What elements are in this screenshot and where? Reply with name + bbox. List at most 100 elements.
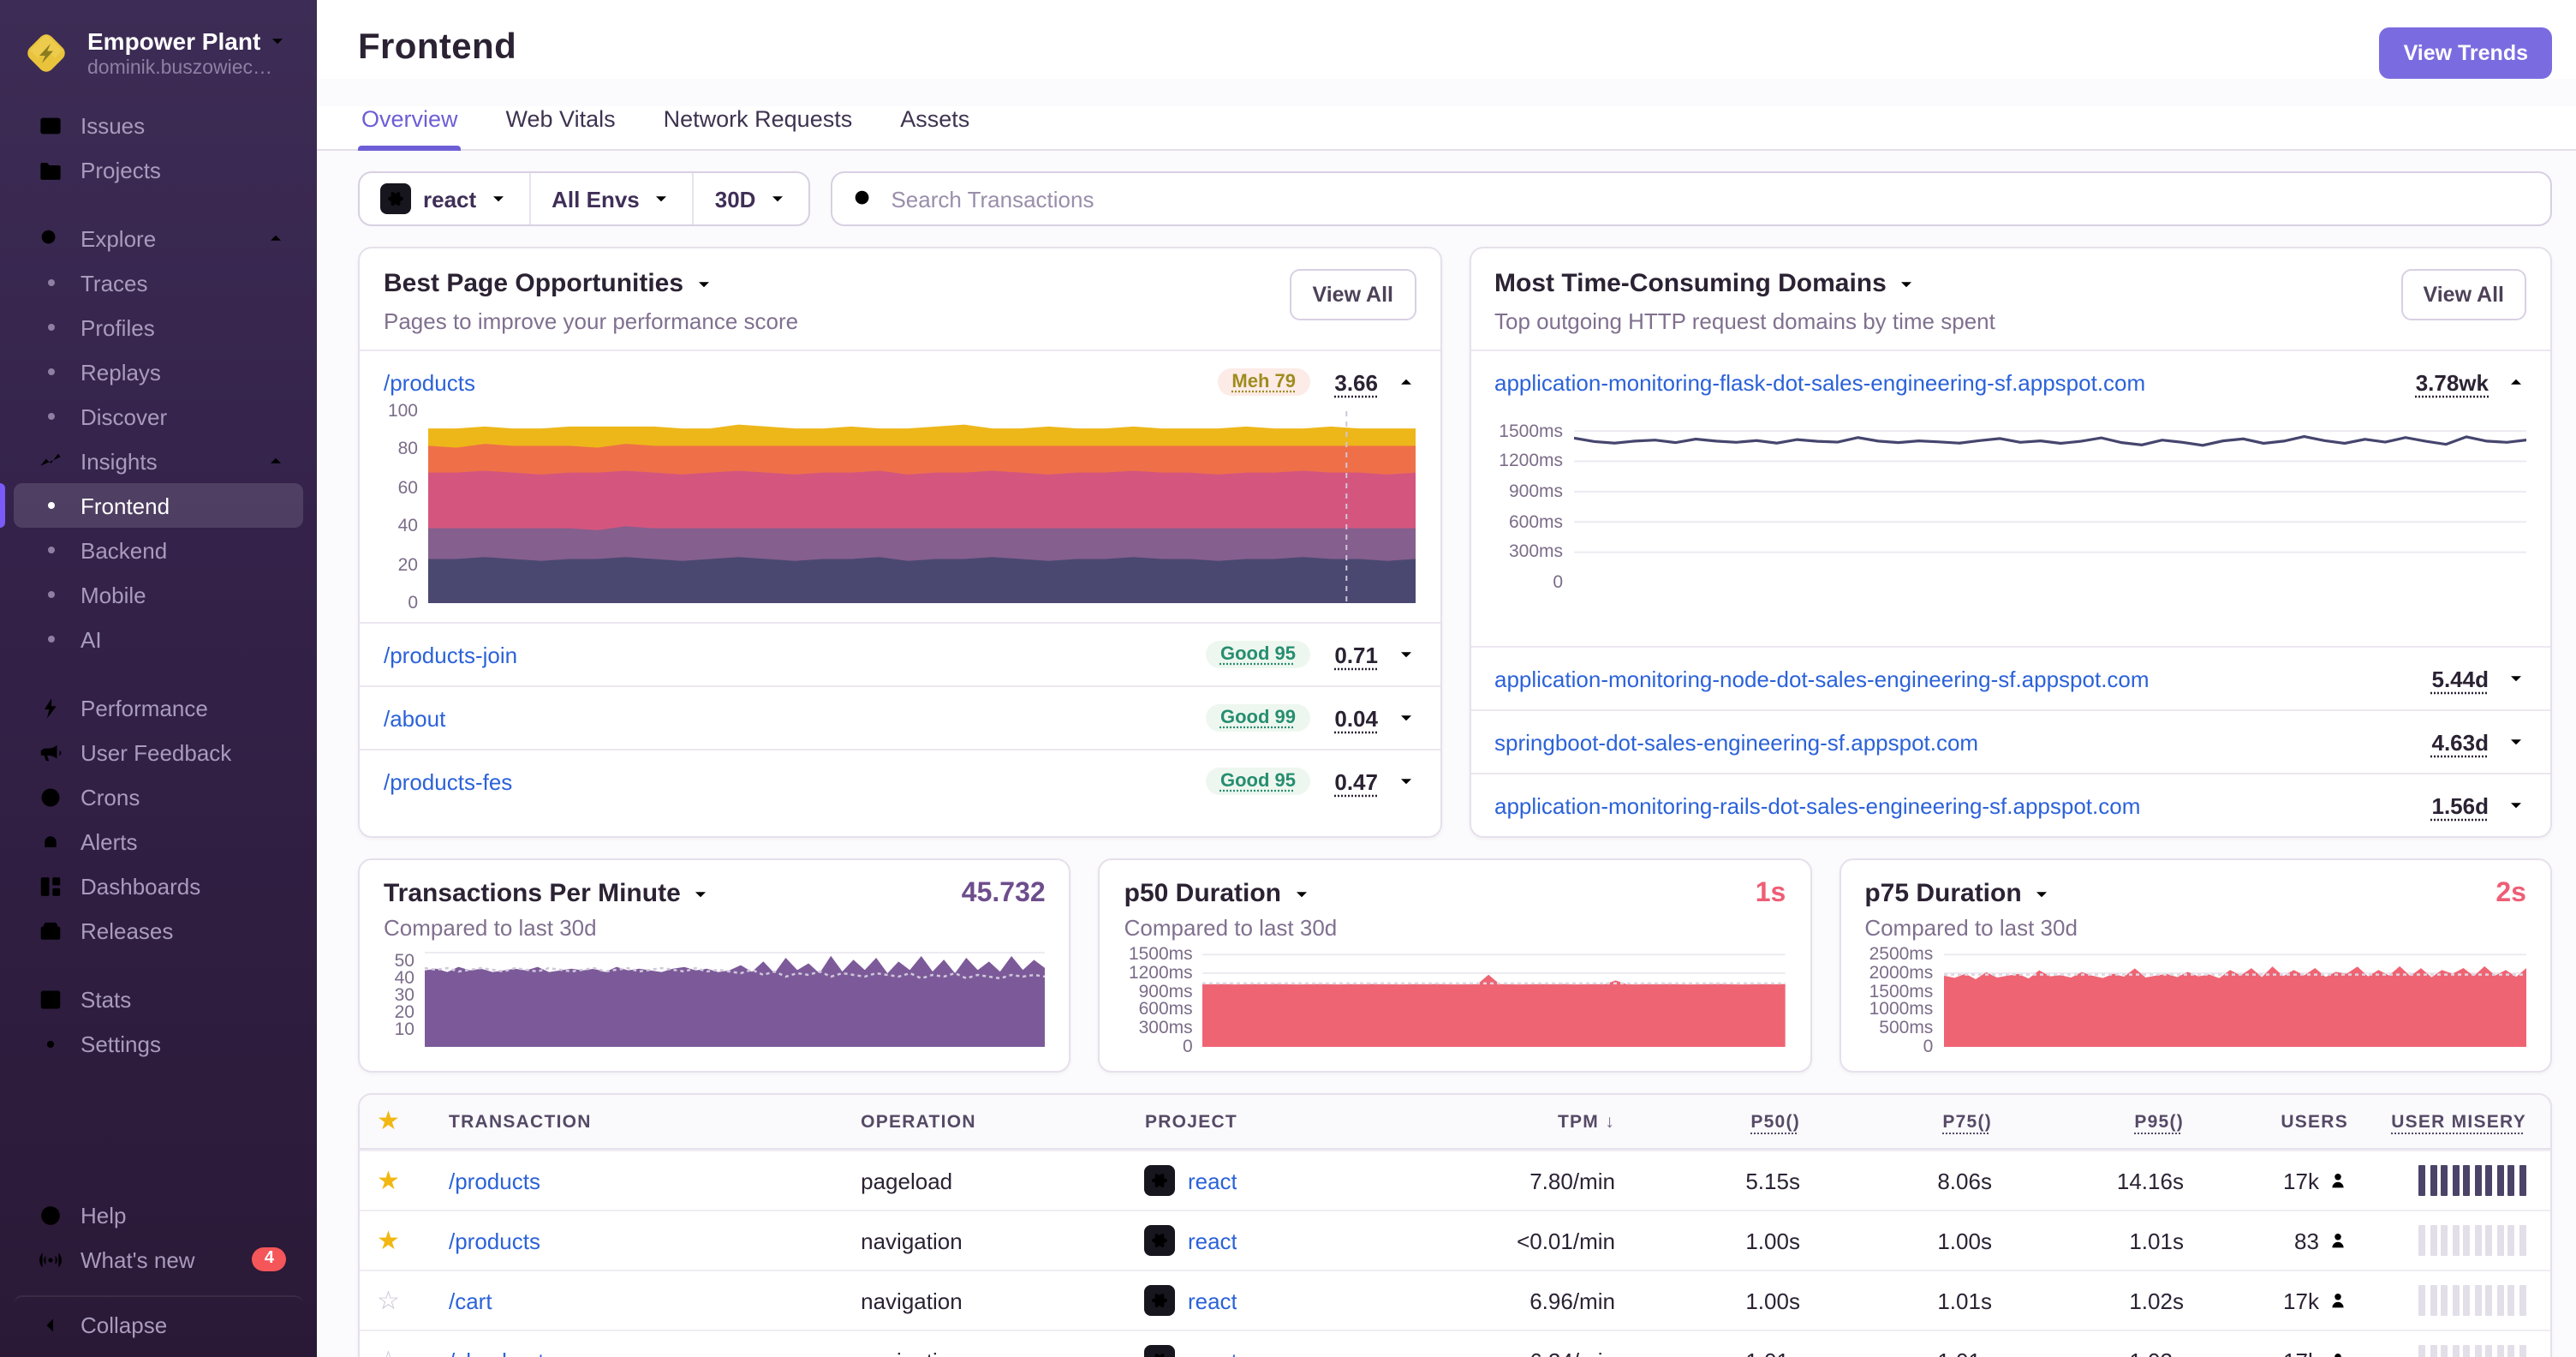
y-axis-labels: 1500ms 1200ms 900ms 600ms 300ms 0 bbox=[1499, 421, 1563, 593]
sidebar-item-settings[interactable]: Settings bbox=[14, 1021, 303, 1066]
trend-line-icon bbox=[38, 448, 63, 474]
transaction-link[interactable]: /checkout bbox=[449, 1348, 861, 1357]
y-axis-labels: 100 80 60 40 20 0 bbox=[387, 401, 418, 613]
tpm-panel: Transactions Per Minute 45.732 Compared … bbox=[358, 858, 1071, 1073]
sidebar-item-performance[interactable]: Performance bbox=[14, 685, 303, 730]
help-icon bbox=[38, 1202, 63, 1228]
chevron-down-icon[interactable] bbox=[1395, 771, 1416, 792]
domain-time-value[interactable]: 3.78wk bbox=[2415, 369, 2489, 395]
chevron-down-icon[interactable] bbox=[2506, 668, 2526, 689]
sidebar-item-insights[interactable]: Insights bbox=[14, 439, 303, 483]
col-users[interactable]: USERS bbox=[2281, 1111, 2348, 1132]
domain-link[interactable]: springboot-dot-sales-engineering-sf.apps… bbox=[1494, 729, 1979, 755]
domain-link[interactable]: application-monitoring-flask-dot-sales-e… bbox=[1494, 369, 2146, 395]
score-badge[interactable]: Meh 79 bbox=[1218, 368, 1309, 396]
chevron-up-icon[interactable] bbox=[1395, 372, 1416, 392]
sidebar-item-releases[interactable]: Releases bbox=[14, 908, 303, 953]
domain-link[interactable]: application-monitoring-rails-dot-sales-e… bbox=[1494, 792, 2141, 818]
opportunity-score[interactable]: 0.47 bbox=[1334, 768, 1378, 794]
environment-filter[interactable]: All Envs bbox=[529, 173, 693, 224]
sidebar-item-crons[interactable]: Crons bbox=[14, 774, 303, 819]
sidebar-item-user-feedback[interactable]: User Feedback bbox=[14, 730, 303, 774]
org-switcher[interactable]: Empower Plant dominik.buszowiec… bbox=[0, 17, 317, 103]
chevron-down-icon[interactable] bbox=[2506, 795, 2526, 816]
view-trends-button[interactable]: View Trends bbox=[2379, 27, 2552, 79]
col-transaction[interactable]: TRANSACTION bbox=[449, 1111, 592, 1132]
sidebar-item-help[interactable]: Help bbox=[14, 1193, 303, 1237]
opportunity-score[interactable]: 0.71 bbox=[1334, 642, 1378, 667]
sidebar-item-mobile[interactable]: Mobile bbox=[14, 572, 303, 617]
col-project[interactable]: PROJECT bbox=[1144, 1111, 1237, 1132]
star-toggle[interactable]: ★ bbox=[377, 1166, 400, 1195]
domain-time-value[interactable]: 5.44d bbox=[2431, 666, 2490, 691]
star-toggle[interactable]: ★ bbox=[377, 1226, 400, 1255]
metric-title-dropdown[interactable]: p50 Duration bbox=[1124, 879, 1312, 908]
opportunity-score[interactable]: 0.04 bbox=[1334, 705, 1378, 731]
page-link[interactable]: /products bbox=[384, 369, 475, 395]
sidebar-item-projects[interactable]: Projects bbox=[14, 147, 303, 192]
search-box[interactable] bbox=[831, 171, 2552, 226]
col-p50[interactable]: P50() bbox=[1750, 1111, 1800, 1132]
project-link[interactable]: react bbox=[1188, 1348, 1237, 1357]
transaction-link[interactable]: /products bbox=[449, 1168, 540, 1193]
tab-web-vitals[interactable]: Web Vitals bbox=[505, 106, 616, 132]
tab-network-requests[interactable]: Network Requests bbox=[663, 106, 853, 132]
metric-title-dropdown[interactable]: Transactions Per Minute bbox=[384, 879, 712, 908]
page-link[interactable]: /about bbox=[384, 705, 446, 731]
sidebar-item-backend[interactable]: Backend bbox=[14, 528, 303, 572]
chevron-down-icon[interactable] bbox=[1395, 708, 1416, 728]
date-range-filter[interactable]: 30D bbox=[692, 173, 809, 224]
project-link[interactable]: react bbox=[1187, 1228, 1237, 1253]
sidebar-item-profiles[interactable]: Profiles bbox=[14, 305, 303, 350]
score-badge[interactable]: Good 99 bbox=[1206, 704, 1309, 732]
project-filter[interactable]: react bbox=[360, 173, 529, 224]
col-p95[interactable]: P95() bbox=[2134, 1111, 2184, 1132]
search-input[interactable] bbox=[891, 173, 2531, 224]
panel-title-dropdown[interactable]: Best Page Opportunities bbox=[384, 269, 798, 298]
chevron-down-icon[interactable] bbox=[1395, 644, 1416, 665]
sidebar-item-replays[interactable]: Replays bbox=[14, 350, 303, 394]
sidebar-item-traces[interactable]: Traces bbox=[14, 260, 303, 305]
transaction-link[interactable]: /products bbox=[449, 1228, 540, 1253]
view-all-button[interactable]: View All bbox=[1290, 269, 1416, 320]
chevron-up-icon[interactable] bbox=[2506, 372, 2526, 392]
sidebar-item-issues[interactable]: Issues bbox=[14, 103, 303, 147]
star-toggle[interactable]: ☆ bbox=[377, 1348, 449, 1357]
metric-value: 45.732 bbox=[961, 879, 1046, 908]
opportunity-score[interactable]: 3.66 bbox=[1334, 369, 1378, 395]
sidebar-item-alerts[interactable]: Alerts bbox=[14, 819, 303, 864]
chevron-down-icon bbox=[267, 31, 288, 51]
user-misery-cell bbox=[2348, 1345, 2526, 1357]
sidebar-item-explore[interactable]: Explore bbox=[14, 216, 303, 260]
sidebar-item-frontend[interactable]: Frontend bbox=[14, 483, 303, 528]
project-link[interactable]: react bbox=[1187, 1168, 1237, 1193]
score-badge[interactable]: Good 95 bbox=[1206, 641, 1309, 668]
col-tpm-sorted[interactable]: TPM ↓ bbox=[1557, 1111, 1615, 1132]
col-operation[interactable]: OPERATION bbox=[861, 1111, 976, 1132]
star-toggle[interactable]: ☆ bbox=[377, 1286, 400, 1315]
sidebar-item-stats[interactable]: Stats bbox=[14, 977, 303, 1021]
page-link[interactable]: /products-join bbox=[384, 642, 518, 667]
time-consuming-domains-panel: Most Time-Consuming Domains Top outgoing… bbox=[1469, 247, 2552, 838]
transaction-link[interactable]: /cart bbox=[449, 1288, 492, 1313]
col-p75[interactable]: P75() bbox=[1942, 1111, 1992, 1132]
sidebar-item-dashboards[interactable]: Dashboards bbox=[14, 864, 303, 908]
metric-title-dropdown[interactable]: p75 Duration bbox=[1864, 879, 2052, 908]
domain-time-value[interactable]: 4.63d bbox=[2431, 729, 2490, 755]
panel-title-dropdown[interactable]: Most Time-Consuming Domains bbox=[1494, 269, 1995, 298]
sidebar-item-ai[interactable]: AI bbox=[14, 617, 303, 661]
tab-overview[interactable]: Overview bbox=[358, 106, 462, 151]
star-icon[interactable]: ★ bbox=[377, 1107, 402, 1136]
score-badge[interactable]: Good 95 bbox=[1206, 768, 1309, 795]
sidebar-collapse-button[interactable]: Collapse bbox=[14, 1295, 303, 1340]
sidebar-item-discover[interactable]: Discover bbox=[14, 394, 303, 439]
col-user-misery[interactable]: USER MISERY bbox=[2391, 1111, 2526, 1132]
tab-assets[interactable]: Assets bbox=[900, 106, 970, 132]
domain-time-value[interactable]: 1.56d bbox=[2431, 792, 2490, 818]
domain-link[interactable]: application-monitoring-node-dot-sales-en… bbox=[1494, 666, 2150, 691]
page-link[interactable]: /products-fes bbox=[384, 768, 513, 794]
sidebar-item-whats-new[interactable]: What's new 4 bbox=[14, 1237, 303, 1282]
view-all-button[interactable]: View All bbox=[2400, 269, 2526, 320]
project-link[interactable]: react bbox=[1187, 1288, 1237, 1313]
chevron-down-icon[interactable] bbox=[2506, 732, 2526, 752]
